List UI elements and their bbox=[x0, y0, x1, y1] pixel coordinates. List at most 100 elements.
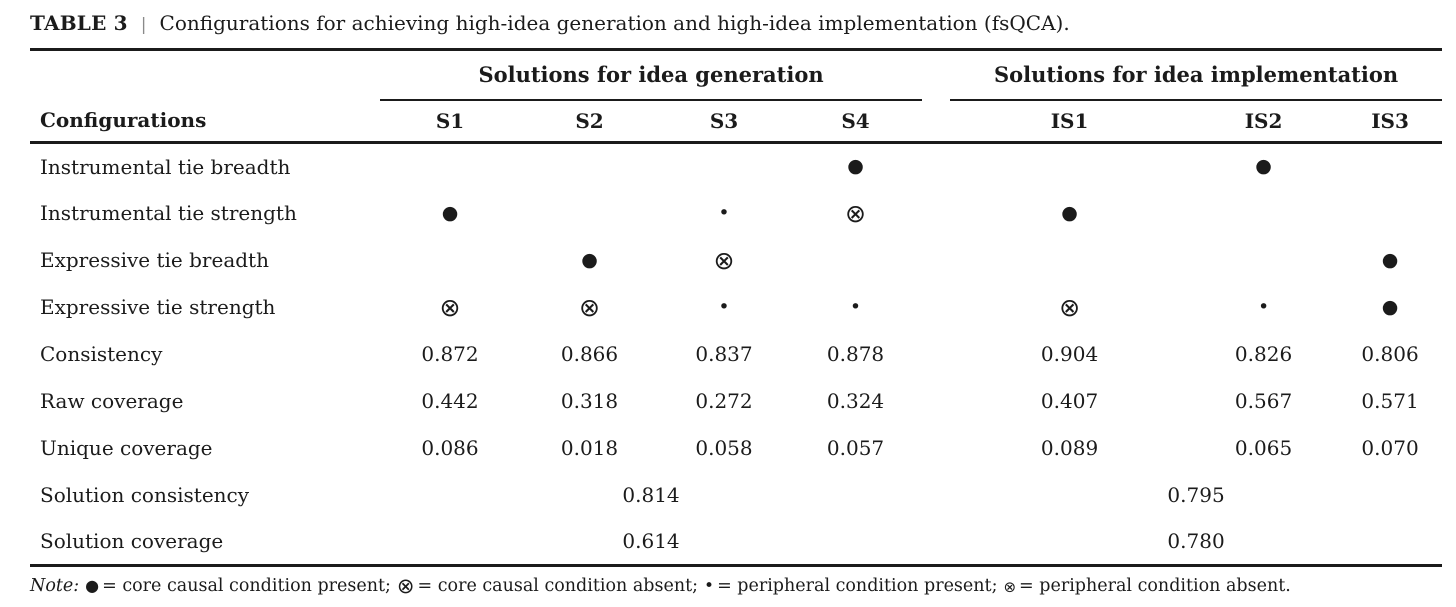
row-label: Solution consistency bbox=[40, 483, 250, 507]
value-cell: 0.318 bbox=[560, 389, 619, 413]
condition-symbol-cell: ⊗ bbox=[1059, 292, 1081, 322]
gap-cell bbox=[922, 237, 950, 284]
condition-row-instrumental-tie-strength: Instrumental tie strength ● • ⊗ ● bbox=[30, 190, 1442, 237]
row-label: Expressive tie strength bbox=[40, 295, 276, 319]
value-cell: 0.571 bbox=[1361, 389, 1419, 413]
legend-peripheral-absent: ⊗ = peripheral condition absent. bbox=[1003, 576, 1291, 596]
condition-symbol-cell bbox=[520, 190, 659, 237]
column-header-s4: S4 bbox=[789, 99, 923, 144]
value-cell: 0.272 bbox=[695, 389, 753, 413]
column-header-is2: IS2 bbox=[1189, 99, 1339, 144]
value-cell: 0.324 bbox=[826, 389, 885, 413]
gap-cell bbox=[922, 190, 950, 237]
peripheral-present-icon: • bbox=[704, 576, 715, 596]
gap-cell bbox=[922, 284, 950, 331]
condition-symbol-cell bbox=[520, 143, 659, 190]
core-absent-icon: ⊗ bbox=[396, 574, 415, 598]
summary-value-implementation: 0.780 bbox=[1167, 529, 1225, 554]
value-cell: 0.442 bbox=[421, 389, 479, 413]
condition-symbol-cell bbox=[659, 143, 789, 190]
condition-symbol-cell: ● bbox=[847, 155, 864, 178]
condition-symbol-cell: • bbox=[1257, 295, 1270, 318]
value-cell: 0.878 bbox=[826, 342, 885, 366]
condition-symbol-cell: ● bbox=[1381, 248, 1399, 271]
condition-symbol-cell: ⊗ bbox=[439, 292, 461, 322]
condition-row-expressive-tie-breadth: Expressive tie breadth ● ⊗ ● bbox=[30, 237, 1442, 284]
row-label: Expressive tie breadth bbox=[40, 248, 269, 272]
metric-row-raw-coverage: Raw coverage 0.442 0.318 0.272 0.324 0.4… bbox=[30, 378, 1442, 425]
condition-symbol-cell: ⊗ bbox=[713, 245, 735, 275]
corner-blank-cell bbox=[30, 50, 380, 100]
row-label: Unique coverage bbox=[40, 436, 213, 460]
gap-cell bbox=[922, 378, 950, 425]
metric-row-unique-coverage: Unique coverage 0.086 0.018 0.058 0.057 … bbox=[30, 425, 1442, 472]
value-cell: 0.070 bbox=[1361, 436, 1419, 460]
legend-peripheral-present: • = peripheral condition present; bbox=[704, 576, 998, 596]
condition-symbol-cell bbox=[1189, 237, 1338, 284]
column-header-is3: IS3 bbox=[1338, 99, 1443, 144]
value-cell: 0.089 bbox=[1040, 436, 1099, 460]
peripheral-absent-icon: ⊗ bbox=[1003, 578, 1017, 596]
summary-row-solution-coverage: Solution coverage 0.614 0.780 bbox=[30, 519, 1442, 566]
column-header-is1: IS1 bbox=[950, 99, 1190, 144]
legend-core-present: ● = core causal condition present; bbox=[85, 576, 391, 596]
condition-row-expressive-tie-strength: Expressive tie strength ⊗ ⊗ • • ⊗ • ● bbox=[30, 284, 1442, 331]
footnote-label: Note: bbox=[30, 576, 80, 596]
value-cell: 0.407 bbox=[1040, 389, 1099, 413]
value-cell: 0.872 bbox=[421, 342, 479, 366]
value-cell: 0.058 bbox=[695, 436, 753, 460]
condition-symbol-cell bbox=[1189, 190, 1338, 237]
gap-cell bbox=[922, 143, 950, 190]
condition-symbol-cell: • bbox=[718, 201, 730, 224]
condition-symbol-cell: ● bbox=[1255, 155, 1272, 178]
metric-row-consistency: Consistency 0.872 0.866 0.837 0.878 0.90… bbox=[30, 331, 1442, 378]
value-cell: 0.806 bbox=[1361, 342, 1419, 366]
condition-symbol-cell bbox=[950, 237, 1189, 284]
fsqca-table: Solutions for idea generation Solutions … bbox=[30, 48, 1443, 567]
condition-symbol-cell bbox=[380, 237, 520, 284]
condition-symbol-cell: ⊗ bbox=[845, 198, 866, 228]
value-cell: 0.826 bbox=[1234, 342, 1293, 366]
condition-symbol-cell: ● bbox=[581, 248, 598, 271]
footnote: Note: ● = core causal condition present; ⊗ =… bbox=[30, 574, 1442, 599]
value-cell: 0.837 bbox=[695, 342, 753, 366]
condition-symbol-cell bbox=[950, 143, 1189, 190]
table-caption: TABLE 3 | Configurations for achieving hig… bbox=[30, 8, 1442, 40]
group-header-implementation: Solutions for idea implementation bbox=[950, 49, 1443, 101]
caption-separator: | bbox=[140, 15, 147, 35]
value-cell: 0.866 bbox=[560, 342, 619, 366]
row-label: Raw coverage bbox=[40, 389, 184, 413]
row-label: Solution coverage bbox=[40, 529, 224, 554]
group-header-row: Solutions for idea generation Solutions … bbox=[30, 49, 1443, 101]
column-header-s3: S3 bbox=[659, 99, 789, 144]
gap-cell bbox=[922, 519, 950, 566]
condition-symbol-cell bbox=[1338, 143, 1442, 190]
group-gap-cell bbox=[922, 50, 950, 100]
core-present-icon: ● bbox=[85, 576, 100, 595]
condition-symbol-cell bbox=[380, 143, 520, 190]
summary-value-implementation: 0.795 bbox=[1167, 483, 1225, 507]
row-label: Instrumental tie breadth bbox=[40, 154, 291, 179]
column-header-s1: S1 bbox=[380, 99, 520, 144]
value-cell: 0.567 bbox=[1234, 389, 1293, 413]
gap-cell bbox=[922, 472, 950, 519]
condition-symbol-cell: • bbox=[718, 295, 730, 318]
group-header-generation: Solutions for idea generation bbox=[380, 49, 923, 101]
value-cell: 0.065 bbox=[1234, 436, 1293, 460]
summary-row-solution-consistency: Solution consistency 0.814 0.795 bbox=[30, 472, 1442, 519]
legend-core-absent: ⊗ = core causal condition absent; bbox=[396, 574, 699, 598]
column-header-s2: S2 bbox=[520, 99, 659, 144]
condition-row-instrumental-tie-breadth: Instrumental tie breadth ● ● bbox=[30, 143, 1442, 190]
condition-symbol-cell: • bbox=[849, 295, 862, 318]
gap-cell bbox=[922, 425, 950, 472]
column-header-row: Configurations S1 S2 S3 S4 IS1 IS2 IS3 bbox=[30, 99, 1443, 144]
value-cell: 0.018 bbox=[560, 436, 619, 460]
condition-symbol-cell: ⊗ bbox=[579, 292, 600, 322]
value-cell: 0.086 bbox=[421, 436, 479, 460]
row-label: Consistency bbox=[40, 342, 163, 366]
value-cell: 0.057 bbox=[826, 436, 885, 460]
row-header-configurations: Configurations bbox=[30, 99, 380, 144]
condition-symbol-cell bbox=[1338, 190, 1442, 237]
summary-value-generation: 0.814 bbox=[622, 483, 680, 507]
